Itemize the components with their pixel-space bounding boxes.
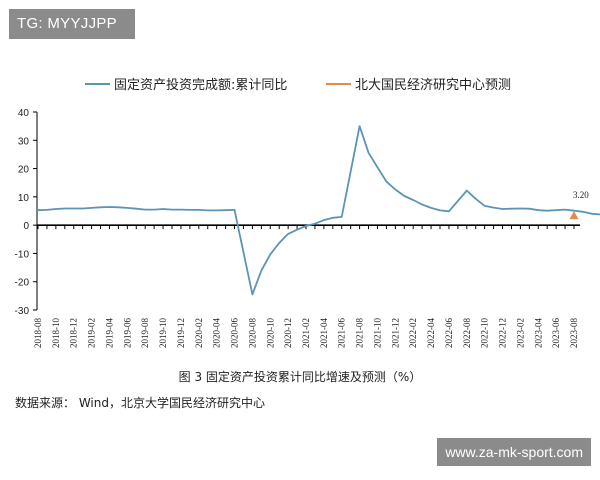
axes — [33, 111, 580, 311]
y-tick-label: -20 — [15, 278, 30, 289]
x-tick-label: 2022-04 — [426, 318, 436, 348]
x-tick-label: 2023-08 — [569, 318, 579, 348]
y-tick-label: -30 — [15, 306, 30, 317]
legend-label-forecast: 北大国民经济研究中心预测 — [355, 78, 511, 93]
forecast-marker — [569, 211, 579, 220]
x-tick-label: 2021-12 — [390, 318, 400, 348]
x-tick-label: 2020-10 — [265, 318, 275, 348]
x-tick-label: 2023-02 — [515, 318, 525, 348]
tg-badge: TG: MYYJJPP — [9, 9, 135, 39]
x-tick-label: 2023-06 — [551, 318, 561, 348]
x-tick-label: 2021-10 — [372, 318, 382, 348]
x-tick-label: 2021-04 — [319, 318, 329, 348]
x-tick-label: 2019-04 — [104, 318, 114, 348]
x-tick-label: 2018-08 — [33, 318, 43, 348]
x-tick-label: 2021-08 — [355, 318, 365, 348]
y-tick-label: 40 — [18, 108, 30, 119]
x-tick-label: 2020-02 — [194, 318, 204, 348]
x-tick-label: 2019-06 — [122, 318, 132, 348]
x-tick-label: 2021-06 — [337, 318, 347, 348]
x-tick-label: 2020-12 — [283, 318, 293, 348]
x-tick-label: 2019-12 — [176, 318, 186, 348]
series-actual-line — [37, 125, 600, 296]
x-tick-label: 2022-12 — [498, 318, 508, 348]
y-tick-label: 20 — [18, 165, 30, 176]
y-tick-label: 30 — [18, 136, 30, 147]
series-layer: 3.20 — [37, 125, 600, 296]
x-tick-label: 2020-04 — [212, 318, 222, 348]
x-tick-label: 2022-02 — [408, 318, 418, 348]
x-tick-label: 2019-02 — [87, 318, 97, 348]
x-tick-label: 2022-10 — [480, 318, 490, 348]
y-tick-label: 0 — [23, 221, 29, 232]
legend: 固定资产投资完成额:累计同比 北大国民经济研究中心预测 — [85, 77, 511, 93]
x-tick-labels: 2018-08 2018-10 2018-12 2019-02 2019-04 2019-… — [33, 318, 579, 348]
y-tick-label: -10 — [15, 249, 30, 260]
watermark: www.za-mk-sport.com — [437, 438, 591, 466]
x-tick-label: 2020-06 — [230, 318, 240, 348]
figure-caption: 图 3 固定资产投资累计同比增速及预测（%） — [178, 370, 422, 384]
x-tick-label: 2022-06 — [444, 318, 454, 348]
x-tick-label: 2021-02 — [301, 318, 311, 348]
x-tick-label: 2018-12 — [69, 318, 79, 348]
forecast-data-label: 3.20 — [573, 190, 589, 200]
y-tick-label: 10 — [18, 193, 30, 204]
legend-label-actual: 固定资产投资完成额:累计同比 — [114, 77, 287, 93]
x-tick-label: 2019-08 — [140, 318, 150, 348]
x-tick-label: 2018-10 — [51, 318, 61, 348]
y-tick-labels: 40 30 20 10 0 -10 -20 -30 — [15, 108, 30, 317]
data-source: 数据来源： Wind，北京大学国民经济研究中心 — [15, 396, 265, 410]
x-tick-label: 2023-04 — [533, 318, 543, 348]
x-tick-label: 2022-08 — [462, 318, 472, 348]
x-tick-label: 2020-08 — [247, 318, 257, 348]
x-tick-label: 2019-10 — [158, 318, 168, 348]
